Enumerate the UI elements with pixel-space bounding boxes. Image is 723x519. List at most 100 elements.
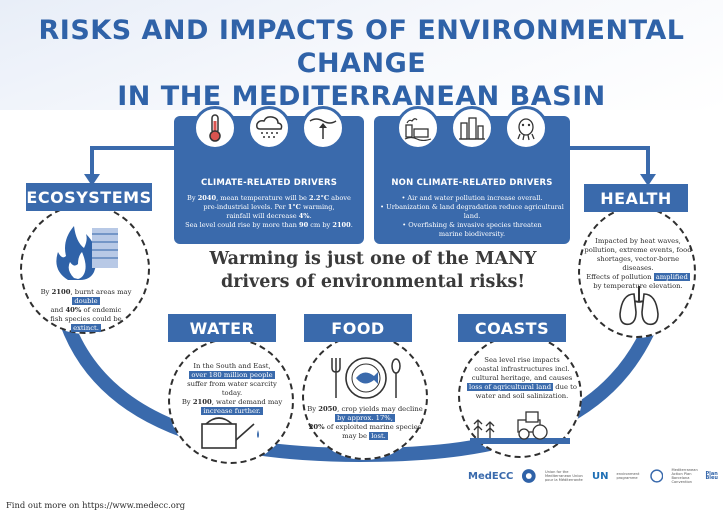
non-climate-heading: NON CLIMATE-RELATED DRIVERS	[391, 178, 553, 188]
ufm-logo: Union for the Mediterranean Union pour l…	[545, 469, 583, 483]
title-line-1: RISKS AND IMPACTS OF ENVIRONMENTAL CHANG…	[38, 15, 685, 79]
water-highlight-increase: increase further.	[201, 407, 263, 415]
partner-logos: MedECC Union for the Mediterranean Union…	[468, 462, 723, 490]
coasts-t3: cultural heritage, and causes	[471, 374, 573, 382]
non-climate-bullet-2: • Urbanization & land degradation reduce…	[380, 203, 564, 220]
coasts-t4b: due to	[553, 383, 577, 391]
non-climate-bullet-3: • Overfishing & invasive species threate…	[402, 221, 542, 229]
climate-heading: CLIMATE-RELATED DRIVERS	[200, 178, 338, 188]
climate-icons	[174, 106, 364, 150]
climate-l4c: cm by	[308, 221, 333, 229]
non-climate-drivers-panel: NON CLIMATE-RELATED DRIVERS • Air and wa…	[374, 106, 570, 244]
coasts-highlight-loss: loss of agricultural land	[467, 383, 554, 391]
water-text: In the South and East, over 180 million …	[176, 362, 288, 416]
arrow-right	[570, 146, 650, 178]
arrowhead-right	[640, 174, 656, 186]
unep-subtitle: environment programme	[616, 471, 640, 480]
pollution-factory-icon	[396, 106, 440, 150]
arrowhead-left	[84, 174, 100, 186]
eco-t1c: , burnt areas may	[70, 288, 132, 296]
climate-l1d: 2.2°C	[309, 194, 330, 202]
center-line-1: Warming is just one of the MANY	[209, 249, 537, 269]
footer-link-text[interactable]: Find out more on https://www.medecc.org	[6, 500, 186, 510]
climate-l1b: 2040	[197, 194, 217, 202]
map-emblem-icon	[650, 469, 664, 483]
eco-t2c: of endemic	[81, 306, 122, 314]
eco-t2b: 40%	[65, 306, 82, 314]
invasive-species-icon	[504, 106, 548, 150]
eco-t2a: and	[50, 306, 66, 314]
rain-cloud-icon	[247, 106, 291, 150]
non-climate-bullet-3b: marine biodiversity.	[438, 230, 506, 238]
climate-drivers-panel: CLIMATE-RELATED DRIVERS By 2040, mean te…	[174, 106, 364, 244]
center-line-2: drivers of environmental risks!	[220, 272, 526, 292]
climate-l3c: .	[309, 212, 312, 220]
water-t3: suffer from water scarcity today.	[187, 380, 277, 397]
climate-l4a: Sea level could rise by more than	[185, 221, 299, 229]
coasts-text: Sea level rise impacts coastal infrastru…	[464, 356, 580, 401]
water-t1: In the South and East,	[193, 362, 271, 370]
sea-level-rise-icon	[301, 106, 345, 150]
health-t4a: Effects of pollution	[586, 273, 654, 281]
climate-l4b: 90	[299, 221, 309, 229]
health-highlight-amplified: amplified	[653, 273, 690, 281]
plan-bleu-logo: Plan Bleu	[705, 470, 718, 481]
climate-l4d: 2100	[332, 221, 351, 229]
food-t1a: By	[307, 405, 319, 413]
food-highlight-lost: lost.	[369, 432, 388, 440]
climate-l3b: 4%	[298, 212, 310, 220]
food-text: By 2050, crop yields may decline by appr…	[306, 405, 424, 441]
food-t3a: 20%	[308, 423, 325, 431]
water-t4c: , water demand may	[211, 398, 283, 406]
climate-l1e: above	[329, 194, 351, 202]
food-t1c: , crop yields may decline	[337, 405, 423, 413]
coasts-t2: coastal infrastructures incl.	[474, 365, 570, 373]
background-header	[0, 0, 723, 110]
climate-l3a: rainfall will decrease	[226, 212, 299, 220]
arrow-left	[90, 146, 174, 178]
ecosystems-label: ECOSYSTEMS	[26, 183, 152, 211]
climate-l2a: pre-industrial levels. Per	[203, 203, 288, 211]
medecc-logo: MedECC	[468, 470, 514, 482]
climate-l4e: .	[350, 221, 353, 229]
tractor-icon	[470, 411, 570, 444]
climate-text: By 2040, mean temperature will be 2.2°C …	[180, 194, 358, 230]
food-t3b: of exploited marine species	[324, 423, 422, 431]
eco-t1b: 2100	[51, 288, 71, 296]
non-climate-icons	[374, 106, 570, 150]
lungs-icon	[619, 286, 659, 326]
health-t5: by temperature elevation.	[593, 282, 683, 290]
ecosystems-text: By 2100, burnt areas may double and 40% …	[28, 288, 144, 333]
climate-l2b: 1°C	[287, 203, 301, 211]
plate-fish-icon	[331, 357, 401, 399]
fire-fish-icon	[56, 226, 118, 280]
health-t1: Impacted by heat waves,	[595, 237, 681, 245]
food-t1b: 2050	[318, 405, 338, 413]
health-t3: shortages, vector-borne diseases.	[596, 255, 680, 272]
climate-l1a: By	[187, 194, 198, 202]
non-climate-bullet-1: • Air and water pollution increase overa…	[401, 194, 543, 202]
water-label: WATER	[168, 314, 276, 342]
map-logo: Mediterranean Action Plan Barcelona Conv…	[671, 467, 698, 485]
eco-t1a: By	[40, 288, 52, 296]
non-climate-text: • Air and water pollution increase overa…	[380, 194, 564, 239]
eco-highlight-extinct: extinct.	[71, 324, 101, 332]
water-highlight-people: over 180 million people	[189, 371, 275, 379]
health-t2: pollution, extreme events, food	[584, 246, 692, 254]
eco-t3: fish species could be	[50, 315, 122, 323]
food-label: FOOD	[304, 314, 412, 342]
climate-l2c: warming,	[300, 203, 335, 211]
unep-logo: UN	[591, 470, 609, 482]
climate-l1c: , mean temperature will be	[216, 194, 310, 202]
coasts-t5: water and soil salinization.	[475, 392, 569, 400]
food-highlight-decline: by approx. 17%,	[335, 414, 395, 422]
thermometer-icon	[193, 106, 237, 150]
urbanization-icon	[450, 106, 494, 150]
water-t4b: 2100	[192, 398, 212, 406]
center-message: Warming is just one of the MANY drivers …	[196, 248, 550, 294]
ufm-emblem-icon	[522, 469, 537, 483]
coasts-label: COASTS	[458, 314, 566, 342]
health-circle	[578, 206, 696, 338]
water-t4a: By	[181, 398, 193, 406]
health-label: HEALTH	[584, 184, 688, 212]
